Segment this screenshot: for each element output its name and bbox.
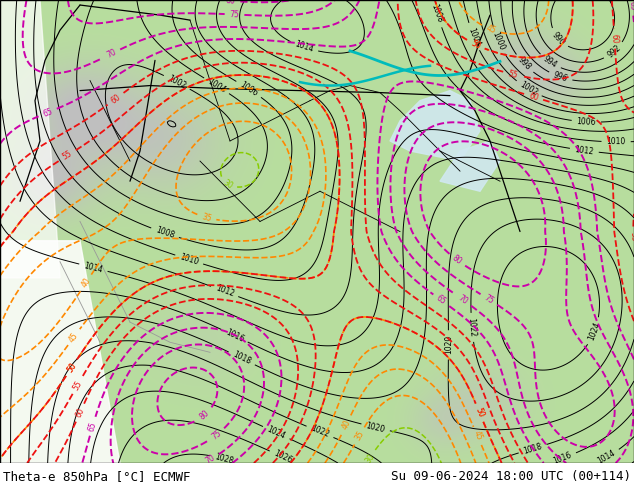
Text: 1004: 1004 [206, 77, 227, 95]
Text: 65: 65 [435, 294, 448, 307]
Text: 35: 35 [201, 212, 212, 223]
Text: 50: 50 [474, 406, 486, 419]
Text: 1006: 1006 [576, 117, 596, 127]
Text: 75: 75 [230, 10, 240, 19]
Text: 992: 992 [605, 43, 623, 59]
Text: 70: 70 [204, 453, 217, 466]
Text: 1000: 1000 [490, 30, 506, 51]
Text: 45: 45 [67, 331, 81, 343]
Text: 45: 45 [471, 430, 484, 442]
Text: 60: 60 [610, 34, 619, 44]
Text: 50: 50 [65, 361, 78, 374]
Text: 1014: 1014 [596, 448, 617, 466]
Text: 1018: 1018 [522, 441, 543, 456]
Text: 1026: 1026 [273, 449, 294, 466]
Polygon shape [440, 141, 500, 191]
Text: 65: 65 [87, 420, 98, 432]
Text: 55: 55 [61, 149, 74, 162]
Text: 75: 75 [210, 428, 223, 441]
Text: 50: 50 [469, 38, 482, 51]
Text: 70: 70 [105, 48, 118, 60]
Text: 1022: 1022 [467, 318, 477, 337]
Polygon shape [0, 0, 60, 278]
Polygon shape [390, 91, 480, 161]
Text: 1012: 1012 [214, 284, 235, 299]
Text: 60: 60 [109, 92, 122, 105]
Text: 65: 65 [628, 0, 634, 11]
Text: 40: 40 [340, 418, 353, 431]
Text: 60: 60 [74, 406, 86, 419]
Text: 1008: 1008 [429, 3, 444, 24]
Text: 50: 50 [474, 406, 486, 419]
Text: 990: 990 [550, 30, 567, 47]
Text: 80: 80 [225, 0, 236, 5]
Text: 40: 40 [79, 276, 93, 290]
Text: 45: 45 [485, 24, 497, 35]
Text: 1010: 1010 [607, 137, 626, 147]
Text: 1002: 1002 [166, 74, 188, 91]
Text: 1024: 1024 [266, 424, 287, 441]
Text: 80: 80 [451, 253, 463, 267]
Text: 1014: 1014 [294, 40, 314, 54]
Text: 1010: 1010 [179, 252, 200, 267]
Text: 1012: 1012 [574, 145, 595, 156]
Text: 998: 998 [516, 55, 533, 73]
Text: 1008: 1008 [155, 225, 176, 240]
Text: 55: 55 [71, 379, 84, 392]
Text: 30: 30 [221, 178, 235, 191]
Text: 1006: 1006 [238, 80, 259, 98]
Text: 1018: 1018 [231, 350, 252, 367]
Text: 70: 70 [456, 294, 470, 306]
Text: 996: 996 [552, 71, 569, 84]
Text: 1004: 1004 [466, 26, 481, 48]
Text: 55: 55 [507, 69, 519, 80]
Text: 1020: 1020 [365, 421, 386, 434]
Text: 55: 55 [629, 231, 634, 242]
Text: 65: 65 [41, 106, 54, 119]
Text: 50: 50 [469, 38, 482, 51]
Text: 30: 30 [363, 451, 376, 465]
Text: 1016: 1016 [224, 327, 245, 344]
Text: 80: 80 [198, 408, 212, 421]
Text: 1020: 1020 [444, 335, 453, 354]
Text: 60: 60 [527, 91, 540, 102]
Text: 1014: 1014 [83, 261, 104, 274]
Text: Su 09-06-2024 18:00 UTC (00+114): Su 09-06-2024 18:00 UTC (00+114) [391, 470, 631, 483]
Polygon shape [0, 241, 120, 463]
Text: 75: 75 [482, 293, 495, 306]
Text: 1024: 1024 [586, 320, 602, 342]
Text: 35: 35 [353, 429, 366, 442]
Text: 1028: 1028 [214, 452, 235, 466]
Text: 1022: 1022 [309, 424, 330, 440]
Text: 994: 994 [541, 54, 559, 70]
Text: 50: 50 [65, 361, 78, 374]
Text: Theta-e 850hPa [°C] ECMWF: Theta-e 850hPa [°C] ECMWF [3, 470, 191, 483]
Text: 1016: 1016 [552, 451, 573, 466]
Text: 1002: 1002 [518, 80, 540, 98]
